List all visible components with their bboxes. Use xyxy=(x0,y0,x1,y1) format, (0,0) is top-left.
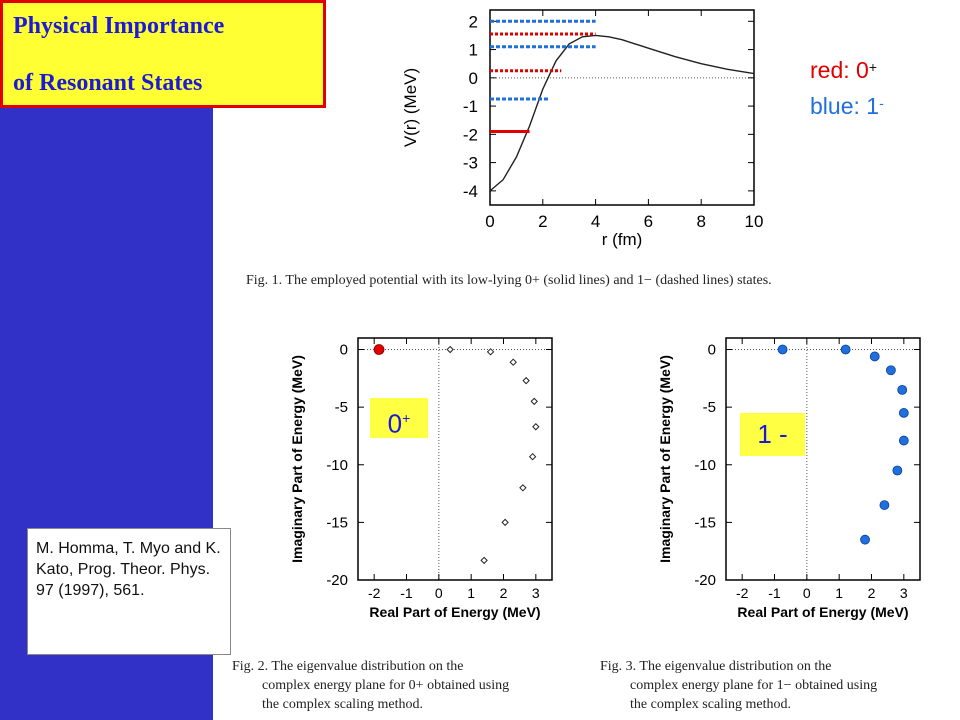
title-line-1: Physical Importance xyxy=(13,13,225,39)
label-0plus: 0+ xyxy=(370,398,428,439)
legend-red-sup: + xyxy=(868,59,878,75)
x-tick-label: -2 xyxy=(368,585,381,601)
x-tick-label: 3 xyxy=(900,585,908,601)
fig3-caption: Fig. 3. The eigenvalue distribution on t… xyxy=(600,657,950,714)
label-0plus-text: 0 xyxy=(387,408,403,439)
data-point xyxy=(509,358,517,366)
y-tick-label: -15 xyxy=(326,514,348,531)
plot-frame xyxy=(725,337,921,581)
y-tick-label: -2 xyxy=(463,125,478,144)
data-point xyxy=(446,345,454,354)
x-tick-label: 4 xyxy=(591,212,600,231)
x-tick-label: 0 xyxy=(485,212,494,231)
x-tick-label: 10 xyxy=(745,212,764,231)
potential-chart: 210-1-2-3-40 2 4 6 8 10r (fm)V(r) (MeV) xyxy=(401,9,764,249)
data-point xyxy=(528,452,537,461)
fig3-caption-line-2: complex energy plane for 1− obtained usi… xyxy=(630,678,878,693)
legend-red-label: red: 0 xyxy=(810,57,869,83)
x-tick-label: 8 xyxy=(696,212,705,231)
data-point xyxy=(519,484,527,492)
x-axis-label: r (fm) xyxy=(602,230,643,249)
data-point xyxy=(501,518,509,527)
fig1-caption: Fig. 1. The employed potential with its … xyxy=(246,273,772,288)
x-tick-label: 0 xyxy=(803,585,811,601)
x-tick-label: 2 xyxy=(868,585,876,601)
y-tick-label: -4 xyxy=(463,182,478,201)
label-1minus: 1 - xyxy=(740,413,805,456)
reference-text: M. Homma, T. Myo and K. Kato, Prog. Theo… xyxy=(36,540,221,599)
x-tick-label: -2 xyxy=(736,585,749,601)
x-tick-label: -1 xyxy=(400,585,413,601)
fig2-caption: Fig. 2. The eigenvalue distribution on t… xyxy=(232,657,572,714)
label-0plus-sup: + xyxy=(402,410,411,426)
y-axis-label: V(r) (MeV) xyxy=(401,68,420,147)
y-tick-label: -10 xyxy=(326,457,348,474)
y-axis-label: Imaginary Part of Energy (MeV) xyxy=(657,355,673,563)
data-point xyxy=(530,397,538,406)
y-tick-label: -10 xyxy=(694,457,716,474)
y-tick-label: -5 xyxy=(335,399,348,416)
y-axis-label: Imaginary Part of Energy (MeV) xyxy=(289,355,305,563)
data-point xyxy=(892,465,903,476)
data-point xyxy=(480,556,488,565)
potential-curve xyxy=(489,34,755,192)
fig2-caption-line-1: Fig. 2. The eigenvalue distribution on t… xyxy=(232,659,464,674)
y-tick-label: -20 xyxy=(326,572,348,589)
x-tick-label: -1 xyxy=(768,585,781,601)
title-line-2: of Resonant States xyxy=(13,70,203,96)
data-point xyxy=(840,344,851,355)
plot-frame xyxy=(489,9,755,206)
reference-box: M. Homma, T. Myo and K. Kato, Prog. Theo… xyxy=(27,528,231,655)
x-tick-label: 3 xyxy=(532,585,540,601)
data-point xyxy=(777,344,788,355)
data-point xyxy=(486,348,495,356)
y-tick-label: 1 xyxy=(469,41,478,60)
legend-blue-sup: - xyxy=(879,95,884,111)
y-tick-label: -1 xyxy=(463,97,478,116)
x-tick-label: 2 xyxy=(538,212,547,231)
legend-blue-line: blue: 1- xyxy=(810,88,884,124)
y-tick-label: 0 xyxy=(708,342,716,359)
plot-frame xyxy=(357,337,553,581)
fig2-caption-line-3: the complex scaling method. xyxy=(262,697,423,712)
fig3-caption-line-3: the complex scaling method. xyxy=(630,697,791,712)
data-point xyxy=(897,384,908,395)
x-tick-label: 2 xyxy=(500,585,508,601)
y-tick-label: -5 xyxy=(703,399,716,416)
legend-red-line: red: 0+ xyxy=(810,52,884,88)
legend-blue-label: blue: 1 xyxy=(810,93,880,119)
data-point xyxy=(898,435,909,446)
x-axis-label: Real Part of Energy (MeV) xyxy=(737,604,908,620)
x-tick-label: 6 xyxy=(644,212,653,231)
fig2-caption-line-2: complex energy plane for 0+ obtained usi… xyxy=(262,678,510,693)
y-tick-label: 2 xyxy=(469,12,478,31)
x-axis-label: Real Part of Energy (MeV) xyxy=(369,604,540,620)
y-tick-label: -15 xyxy=(694,514,716,531)
data-point xyxy=(885,365,896,376)
data-point xyxy=(860,534,870,545)
x-tick-label: 1 xyxy=(835,585,843,601)
y-tick-label: 0 xyxy=(340,342,348,359)
data-point-highlight xyxy=(373,344,385,355)
data-point xyxy=(879,500,890,510)
data-point xyxy=(532,423,540,431)
data-point xyxy=(869,351,880,362)
y-tick-label: -20 xyxy=(694,572,716,589)
x-tick-label: 0 xyxy=(435,585,443,601)
x-tick-label: 1 xyxy=(467,585,475,601)
data-point xyxy=(898,408,909,418)
data-point xyxy=(522,376,530,385)
title-box: Physical Importance of Resonant States xyxy=(0,0,326,108)
legend: red: 0+ blue: 1- xyxy=(810,52,884,124)
y-tick-label: 0 xyxy=(469,69,478,88)
fig3-caption-line-1: Fig. 3. The eigenvalue distribution on t… xyxy=(600,659,832,674)
y-tick-label: -3 xyxy=(463,154,478,173)
